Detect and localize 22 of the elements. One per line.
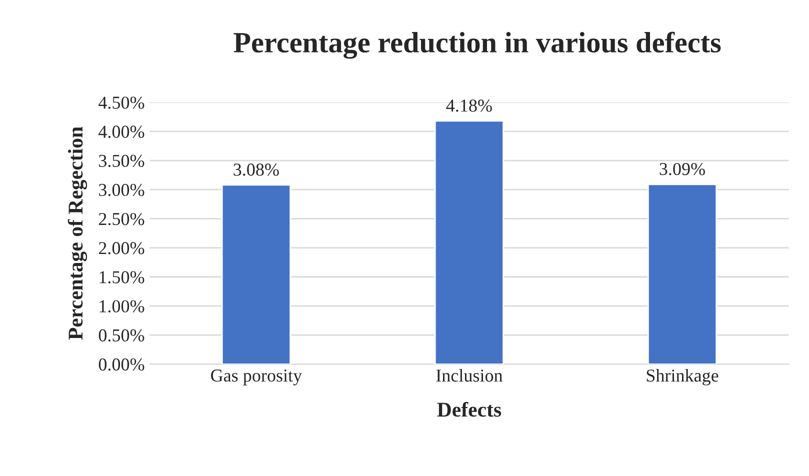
bar [647,184,718,364]
x-tick-label: Inclusion [436,369,503,382]
x-tick-label: Gas porosity [211,370,302,386]
y-tick-label: 1.00% [100,300,144,312]
data-label: 4.18% [446,100,492,112]
y-axis-title: Percentage of Regection [68,126,88,340]
y-tick-label: 3.50% [99,154,144,168]
x-axis-title: Defects [437,402,502,417]
y-tick-label: 0.00% [98,358,144,371]
y-tick-label: 2.50% [98,212,144,226]
y-tick-label: 2.00% [98,242,144,254]
y-tick-label: 0.50% [98,329,144,342]
y-tick-label: 4.50% [98,96,144,109]
x-tick-label: Shrinkage [646,369,718,386]
y-tick-label: 3.00% [99,184,144,196]
bar [221,184,291,364]
data-label: 3.09% [660,162,705,176]
y-tick-label: 4.00% [98,126,144,138]
bar [434,120,504,364]
y-tick-label: 1.50% [100,271,144,284]
data-label: 3.08% [234,164,279,176]
chart-title: Percentage reduction in various defects [234,32,721,59]
